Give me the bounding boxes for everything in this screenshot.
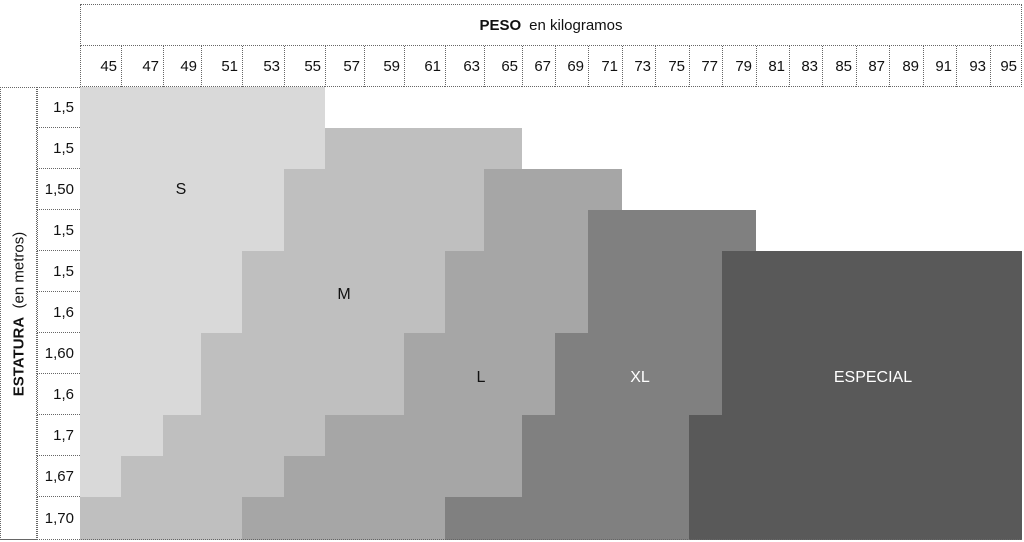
size-region-l [484,169,622,210]
size-region-m [242,251,445,292]
weight-tick-label: 77 [689,46,722,87]
size-region-l [404,374,555,415]
weight-tick-label: 95 [990,46,1022,87]
height-tick-label: 1,6 [37,374,80,415]
size-region-l [445,292,588,333]
size-region-m [121,456,284,497]
size-region-xl [522,415,689,456]
weight-tick-label: 71 [588,46,622,87]
weight-tick-label: 49 [163,46,201,87]
weight-tick-label: 79 [722,46,756,87]
weight-tick-label: 75 [655,46,689,87]
size-label-especial: ESPECIAL [833,369,913,386]
height-tick-label: 1,50 [37,169,80,210]
size-label-m: M [337,286,351,303]
size-region-especial [722,292,1022,333]
size-label-l: L [476,369,486,386]
size-region-m [80,497,242,540]
size-region-especial [722,374,1022,415]
size-region-m [163,415,325,456]
height-tick-label: 1,5 [37,251,80,292]
height-tick-label: 1,60 [37,333,80,374]
size-region-m [201,333,404,374]
size-region-especial [722,251,1022,292]
size-region-s [80,374,201,415]
weight-tick-label: 55 [284,46,325,87]
weight-tick-label: 67 [522,46,555,87]
weight-tick-label: 59 [364,46,404,87]
size-region-l [284,456,522,497]
weight-tick-label: 83 [789,46,822,87]
weight-tick-label: 87 [856,46,889,87]
size-region-xl [445,497,689,540]
size-region-s [80,415,163,456]
size-region-especial [722,333,1022,374]
weight-axis-title: PESO en kilogramos [80,4,1022,46]
size-region-s [80,169,284,210]
height-axis-title: ESTATURA (en metros) [0,87,37,540]
size-region-especial [689,497,1022,540]
weight-tick-label: 91 [923,46,956,87]
size-region-xl [588,210,756,251]
height-tick-label: 1,7 [37,415,80,456]
size-region-l [445,251,588,292]
size-label-s: S [175,181,187,198]
size-region-xl [555,333,722,374]
size-region-s [80,87,325,128]
weight-tick-label: 47 [121,46,163,87]
weight-title-unit: en kilogramos [529,16,623,34]
size-region-m [201,374,404,415]
weight-tick-label: 45 [80,46,121,87]
size-region-xl [522,456,689,497]
size-region-l [484,210,588,251]
height-tick-label: 1,5 [37,87,80,128]
weight-tick-label: 85 [822,46,856,87]
weight-tick-label: 73 [622,46,655,87]
size-region-m [284,210,484,251]
size-label-xl: XL [630,369,650,386]
grid-bottom-border [0,539,1022,540]
weight-tick-label: 63 [445,46,484,87]
height-tick-label: 1,5 [37,128,80,169]
size-region-especial [689,415,1022,456]
weight-tick-label: 89 [889,46,923,87]
weight-tick-label: 81 [756,46,789,87]
size-region-s [80,456,121,497]
size-region-l [404,333,555,374]
size-region-m [242,292,445,333]
weight-tick-label: 51 [201,46,242,87]
weight-tick-label: 69 [555,46,588,87]
weight-tick-label: 61 [404,46,445,87]
size-region-l [242,497,445,540]
weight-tick-label: 57 [325,46,364,87]
size-region-xl [588,292,722,333]
size-region-s [80,292,242,333]
size-region-xl [588,251,722,292]
height-title-unit: (en metros) [10,231,27,308]
size-region-especial [689,456,1022,497]
height-tick-label: 1,5 [37,210,80,251]
size-region-l [325,415,522,456]
height-tick-label: 1,70 [37,497,80,540]
height-tick-label: 1,6 [37,292,80,333]
height-tick-label: 1,67 [37,456,80,497]
weight-tick-label: 53 [242,46,284,87]
weight-title-bold: PESO [479,16,522,34]
weight-tick-label: 93 [956,46,990,87]
weight-tick-label: 65 [484,46,522,87]
size-region-xl [555,374,722,415]
size-region-s [80,128,325,169]
height-title-bold: ESTATURA [10,316,27,396]
size-region-m [284,169,484,210]
size-region-s [80,333,201,374]
size-region-m [325,128,522,169]
size-region-s [80,251,242,292]
size-region-s [80,210,284,251]
